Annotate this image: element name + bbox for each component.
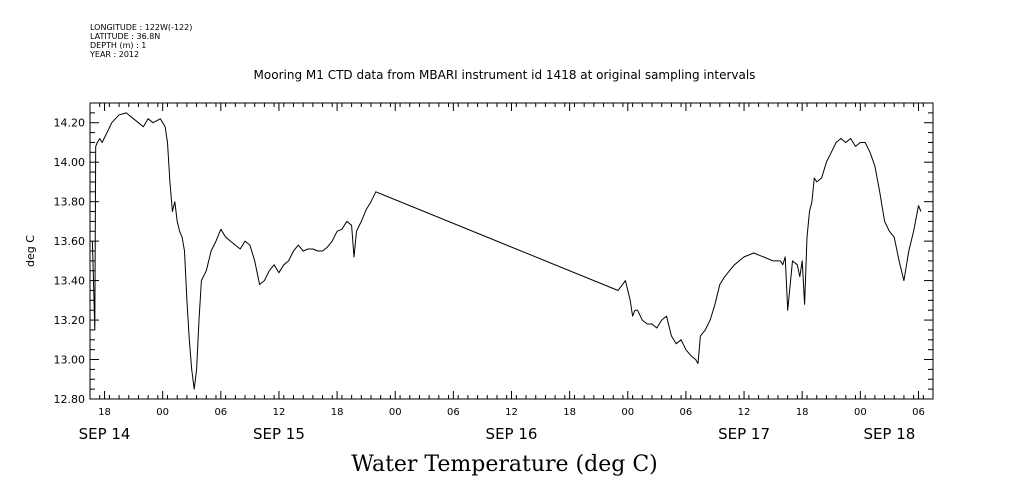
- x-hour-label: 06: [447, 407, 460, 418]
- y-tick-label: 12.80: [54, 393, 86, 406]
- x-hour-label: 00: [389, 407, 402, 418]
- y-tick-label: 13.60: [54, 235, 86, 248]
- labels-layer: 12.80 13.00 13.20 13.40 13.60 13.80 14.00 14.20…: [24, 117, 925, 443]
- y-tick-label: 13.80: [54, 196, 86, 209]
- header-depth: DEPTH (m) : 1: [90, 41, 147, 50]
- x-day-label: SEP 14: [79, 425, 131, 443]
- x-day-label: SEP 15: [253, 425, 305, 443]
- header-year: YEAR : 2012: [90, 50, 140, 59]
- x-hour-label: 12: [738, 407, 751, 418]
- y-tick-label: 14.00: [54, 156, 86, 169]
- y-tick-label: 13.40: [54, 275, 86, 288]
- x-hour-label: 06: [912, 407, 925, 418]
- x-hour-label: 00: [621, 407, 634, 418]
- header-info: LONGITUDE : 122W(-122) LATITUDE : 36.8N …: [90, 23, 192, 59]
- chart-title: Mooring M1 CTD data from MBARI instrumen…: [253, 68, 756, 82]
- x-day-label: SEP 17: [718, 425, 770, 443]
- x-hour-label: 18: [331, 407, 344, 418]
- x-axis-caption: Water Temperature (deg C): [351, 452, 658, 477]
- x-hour-label: 06: [214, 407, 227, 418]
- x-hour-label: 00: [854, 407, 867, 418]
- header-latitude: LATITUDE : 36.8N: [90, 32, 161, 41]
- x-day-label: SEP 18: [863, 425, 915, 443]
- header-longitude: LONGITUDE : 122W(-122): [90, 23, 193, 32]
- x-hour-label: 18: [98, 407, 111, 418]
- series-layer: [91, 112, 922, 390]
- x-hour-label: 12: [505, 407, 518, 418]
- x-hour-label: 06: [680, 407, 693, 418]
- y-axis-label: deg C: [24, 235, 37, 267]
- y-tick-label: 13.20: [54, 314, 86, 327]
- y-tick-label: 13.00: [54, 354, 86, 367]
- x-hour-label: 00: [156, 407, 169, 418]
- x-hour-label: 18: [563, 407, 576, 418]
- ticks-layer: [89, 102, 934, 400]
- x-hour-label: 12: [273, 407, 286, 418]
- x-hour-label: 18: [796, 407, 809, 418]
- series-line-0: [91, 112, 922, 390]
- x-day-label: SEP 16: [486, 425, 538, 443]
- y-tick-label: 14.20: [54, 117, 86, 130]
